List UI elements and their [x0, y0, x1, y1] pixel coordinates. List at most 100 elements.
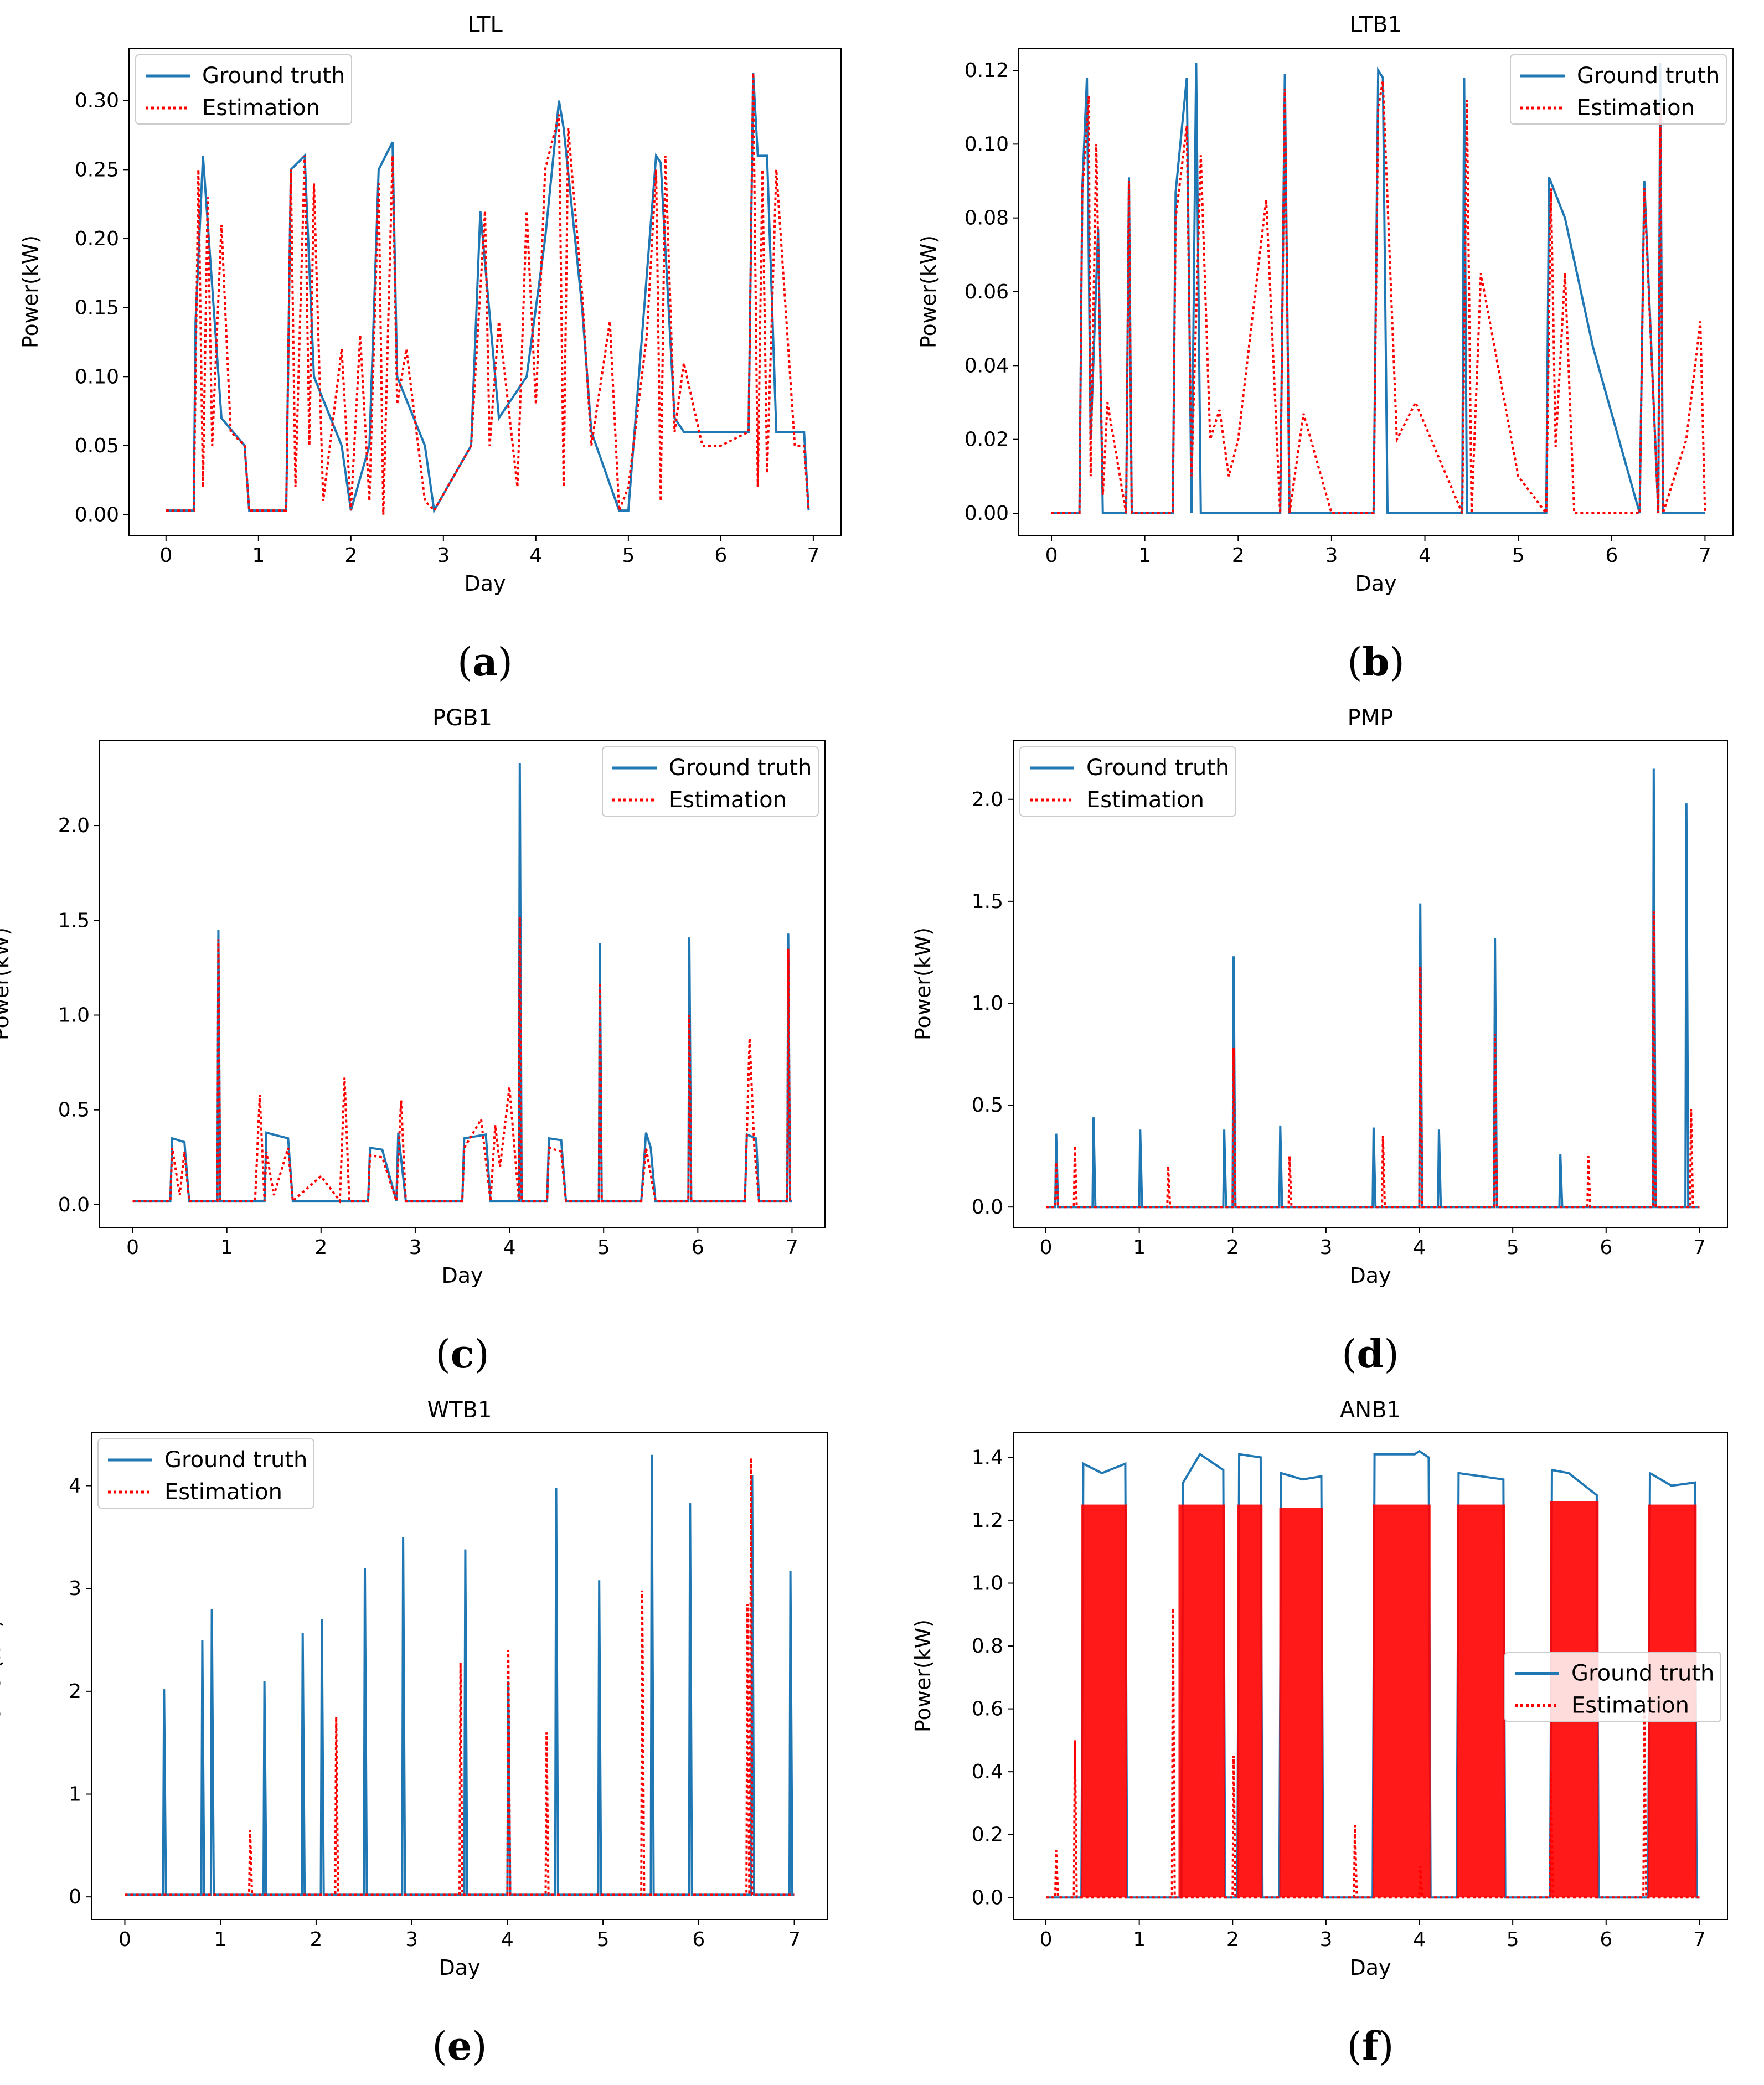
x-tick-label: 1: [1138, 544, 1151, 567]
estimation-band: [1237, 1504, 1263, 1898]
y-tick-label: 1.0: [972, 992, 1003, 1015]
x-tick-label: 4: [1419, 544, 1431, 567]
legend-estimation-label: Estimation: [669, 787, 787, 813]
ground-truth-line: [1051, 63, 1705, 514]
x-tick-label: 0: [1040, 1928, 1053, 1951]
x-tick-label: 2: [310, 1928, 322, 1951]
y-axis-label: Power(kW): [911, 1619, 935, 1732]
x-tick-label: 5: [597, 1928, 610, 1951]
y-tick-label: 0.6: [972, 1698, 1003, 1721]
panel-caption: (c): [435, 1331, 489, 1377]
y-axis-label: Power(kW): [18, 235, 43, 348]
x-tick-label: 1: [220, 1236, 233, 1259]
panel-caption: (e): [432, 2023, 487, 2069]
x-tick-label: 2: [1226, 1928, 1239, 1951]
legend-estimation-label: Estimation: [164, 1479, 282, 1505]
x-tick-label: 7: [1693, 1928, 1706, 1951]
panel-f: ANB1 0 1 2 3 4 5 6 7 0.0 0.2 0.4 0.6 0.8 1.0 1.2 1.4 Day P…: [911, 1397, 1728, 2069]
y-axis-label: Power(kW): [0, 927, 13, 1040]
y-tick-label: 0.0: [972, 1196, 1003, 1219]
y-tick-label: 0.0: [972, 1886, 1003, 1909]
panel-a: LTL 0 1 2 3 4 5 6 7 0.00 0.05 0.10 0.15 0.20 0.25 0.30 D…: [18, 12, 842, 685]
y-tick-label: 0.06: [964, 281, 1009, 303]
estimation-line: [125, 1458, 795, 1896]
estimation-band: [1279, 1508, 1323, 1898]
y-tick-label: 1.0: [972, 1572, 1003, 1595]
estimation-line: [132, 916, 792, 1204]
y-tick-label: 0.10: [75, 365, 119, 388]
x-tick-label: 4: [529, 544, 542, 567]
estimation-band: [1178, 1504, 1225, 1898]
legend-ground-truth-label: Ground truth: [1571, 1661, 1714, 1686]
x-tick-label: 3: [437, 544, 450, 567]
y-tick-label: 3: [69, 1577, 81, 1600]
y-tick-label: 0.30: [75, 90, 119, 112]
y-tick-label: 0.25: [75, 158, 119, 181]
axes-frame: [1013, 740, 1728, 1228]
y-tick-label: 0.10: [964, 133, 1009, 156]
x-tick-label: 7: [786, 1236, 798, 1259]
legend: Ground truth Estimation: [602, 746, 819, 817]
y-tick-label: 2: [69, 1680, 81, 1703]
x-axis-label: Day: [439, 1955, 480, 1980]
legend-box: [97, 1438, 314, 1509]
x-tick-label: 7: [807, 544, 819, 567]
panel-title: ANB1: [1340, 1397, 1401, 1423]
y-tick-label: 0.04: [964, 354, 1009, 377]
y-axis-label: Power(kW): [916, 235, 941, 348]
x-tick-label: 3: [1319, 1236, 1332, 1259]
x-tick-label: 5: [1507, 1928, 1519, 1951]
x-tick-label: 0: [1045, 544, 1058, 567]
y-tick-label: 0.5: [972, 1094, 1003, 1117]
y-tick-label: 0.08: [964, 207, 1009, 230]
x-tick-label: 4: [503, 1236, 516, 1259]
y-tick-label: 1: [69, 1783, 81, 1806]
x-tick-label: 4: [1413, 1928, 1426, 1951]
y-tick-label: 2.0: [58, 814, 90, 837]
legend-estimation-label: Estimation: [202, 95, 320, 121]
x-tick-label: 2: [1226, 1236, 1239, 1259]
panel-d: PMP 0 1 2 3 4 5 6 7 0.0 0.5 1.0 1.5 2.0 Day Power(kW) Gr…: [911, 705, 1728, 1377]
x-axis-label: Day: [1349, 1263, 1391, 1288]
estimation-band: [1456, 1504, 1505, 1898]
panel-c: PGB1 0 1 2 3 4 5 6 7 0.0 0.5 1.0 1.5 2.0 Day Power(kW) G…: [0, 705, 826, 1377]
x-tick-label: 0: [118, 1928, 131, 1951]
x-tick-label: 3: [1325, 544, 1338, 567]
legend-ground-truth-label: Ground truth: [669, 755, 812, 781]
x-tick-label: 6: [1600, 1928, 1612, 1951]
y-tick-label: 1.4: [972, 1446, 1003, 1469]
panel-title: LTL: [467, 12, 503, 38]
ground-truth-line: [125, 1454, 795, 1896]
legend-estimation-label: Estimation: [1086, 787, 1204, 813]
y-tick-label: 1.5: [58, 909, 90, 932]
y-tick-label: 4: [69, 1475, 81, 1498]
y-tick-label: 0.5: [58, 1099, 90, 1122]
legend-box: [135, 54, 352, 125]
y-axis-label: Power(kW): [0, 1619, 5, 1732]
panel-b: LTB1 0 1 2 3 4 5 6 7 0.00 0.02 0.04 0.06 0.08 0.10 0.12…: [916, 12, 1734, 685]
y-tick-label: 0.00: [75, 504, 119, 527]
y-tick-label: 0: [69, 1886, 81, 1908]
legend: Ground truth Estimation: [97, 1438, 314, 1509]
x-tick-label: 6: [714, 544, 727, 567]
x-tick-label: 5: [1507, 1236, 1519, 1259]
y-tick-label: 0.4: [972, 1761, 1003, 1783]
y-tick-label: 2.0: [972, 788, 1003, 811]
axes-frame: [99, 740, 826, 1228]
x-axis-label: Day: [1349, 1955, 1391, 1980]
y-axis-label: Power(kW): [911, 927, 935, 1040]
legend-box: [1510, 54, 1727, 125]
x-axis-label: Day: [464, 571, 506, 596]
y-tick-label: 0.20: [75, 228, 119, 250]
legend: Ground truth Estimation: [1504, 1652, 1721, 1722]
x-tick-label: 4: [501, 1928, 514, 1951]
panel-title: WTB1: [427, 1397, 492, 1423]
estimation-line: [1046, 911, 1700, 1209]
panel-title: PGB1: [432, 705, 492, 731]
x-tick-label: 3: [409, 1236, 421, 1259]
estimation-line: [166, 73, 810, 515]
x-tick-label: 6: [1600, 1236, 1612, 1259]
legend-box: [1019, 746, 1236, 817]
x-tick-label: 2: [314, 1236, 327, 1259]
